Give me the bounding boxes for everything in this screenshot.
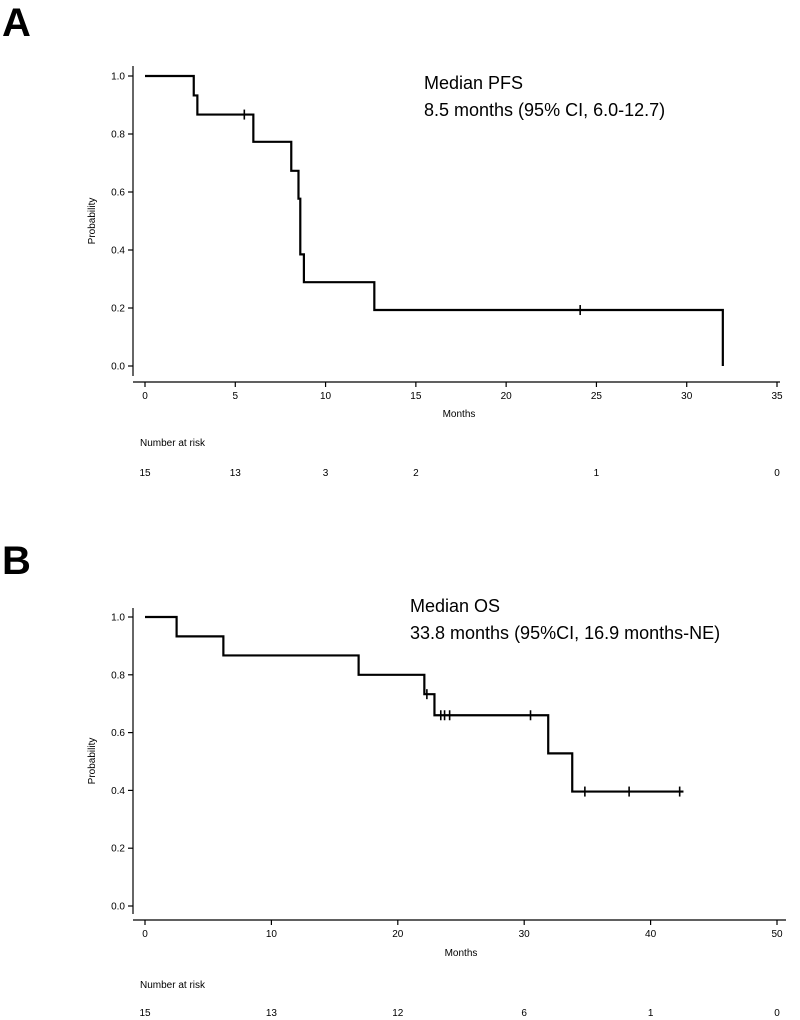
x-tick-label: 15 xyxy=(410,391,422,402)
risk-value: 13 xyxy=(230,468,242,479)
panel-b-y-axis-title: Probability xyxy=(87,738,98,785)
panel-b-label: B xyxy=(2,539,31,583)
risk-value: 1 xyxy=(594,468,600,479)
risk-value: 15 xyxy=(139,468,151,479)
x-tick-label: 0 xyxy=(142,391,148,402)
panel-a-survival-curve xyxy=(145,74,724,366)
x-tick-label: 20 xyxy=(392,929,404,940)
y-tick-label: 1.0 xyxy=(111,613,125,624)
panel-a-risk-title: Number at risk xyxy=(140,438,206,449)
y-tick-label: 0.2 xyxy=(111,844,125,855)
risk-value: 0 xyxy=(774,468,780,479)
y-tick-label: 0.0 xyxy=(111,362,125,373)
x-tick-label: 50 xyxy=(771,929,783,940)
x-tick-label: 25 xyxy=(591,391,603,402)
panel-a-x-ticks: 0 5 10 15 20 25 30 35 xyxy=(142,382,783,402)
y-tick-label: 0.6 xyxy=(111,188,125,199)
y-tick-label: 0.4 xyxy=(111,246,125,257)
panel-b-risk-title: Number at risk xyxy=(140,980,206,991)
x-tick-label: 30 xyxy=(681,391,693,402)
y-tick-label: 0.0 xyxy=(111,902,125,913)
panel-b-x-ticks: 0 10 20 30 40 50 xyxy=(142,920,783,940)
panel-b-x-axis-title: Months xyxy=(445,948,478,959)
panel-b-censor-marks xyxy=(426,689,681,797)
risk-value: 6 xyxy=(521,1008,527,1019)
risk-value: 3 xyxy=(323,468,329,479)
y-tick-label: 0.8 xyxy=(111,670,125,681)
x-tick-label: 10 xyxy=(320,391,332,402)
panel-a-y-axis-title: Probability xyxy=(87,198,98,245)
x-tick-label: 10 xyxy=(266,929,278,940)
panel-a-label: A xyxy=(2,1,31,45)
panel-a-annotation-title: Median PFS xyxy=(424,73,523,93)
panel-b-y-ticks: 0.0 0.2 0.4 0.6 0.8 1.0 xyxy=(111,613,133,913)
panel-a: A 0.00.20.40.60.81.0 0 5 10 15 20 25 30 35 Mont… xyxy=(2,1,783,479)
panel-b: B 0.00.20.40.60.81.0 0 10 20 30 40 50 Months … xyxy=(2,539,786,1019)
panel-a-censor-marks xyxy=(243,109,581,316)
x-tick-label: 35 xyxy=(771,391,783,402)
risk-value: 13 xyxy=(266,1008,278,1019)
risk-value: 1 xyxy=(648,1008,654,1019)
y-tick-label: 0.6 xyxy=(111,728,125,739)
y-tick-label: 0.8 xyxy=(111,130,125,141)
risk-value: 0 xyxy=(774,1008,780,1019)
x-tick-label: 40 xyxy=(645,929,657,940)
y-tick-label: 0.2 xyxy=(111,304,125,315)
x-tick-label: 20 xyxy=(501,391,513,402)
panel-b-annotation-title: Median OS xyxy=(410,596,500,616)
panel-a-x-axis-title: Months xyxy=(443,409,476,420)
panel-a-risk-values: 15 13 3 2 1 0 xyxy=(139,468,780,479)
risk-value: 15 xyxy=(139,1008,151,1019)
panel-a-y-ticks: 0.0 0.2 0.4 0.6 0.8 1.0 xyxy=(111,72,133,373)
x-tick-label: 0 xyxy=(142,929,148,940)
y-tick-label: 1.0 xyxy=(111,72,125,83)
panel-b-risk-values: 15 13 12 6 1 0 xyxy=(139,1008,780,1019)
risk-value: 12 xyxy=(392,1008,404,1019)
x-tick-label: 30 xyxy=(519,929,531,940)
panel-a-annotation-value: 8.5 months (95% CI, 6.0-12.7) xyxy=(424,100,665,120)
panel-b-annotation-value: 33.8 months (95%CI, 16.9 months-NE) xyxy=(410,623,720,643)
x-tick-label: 5 xyxy=(233,391,239,402)
risk-value: 2 xyxy=(413,468,419,479)
y-tick-label: 0.4 xyxy=(111,786,125,797)
panel-b-survival-curve xyxy=(145,615,684,793)
